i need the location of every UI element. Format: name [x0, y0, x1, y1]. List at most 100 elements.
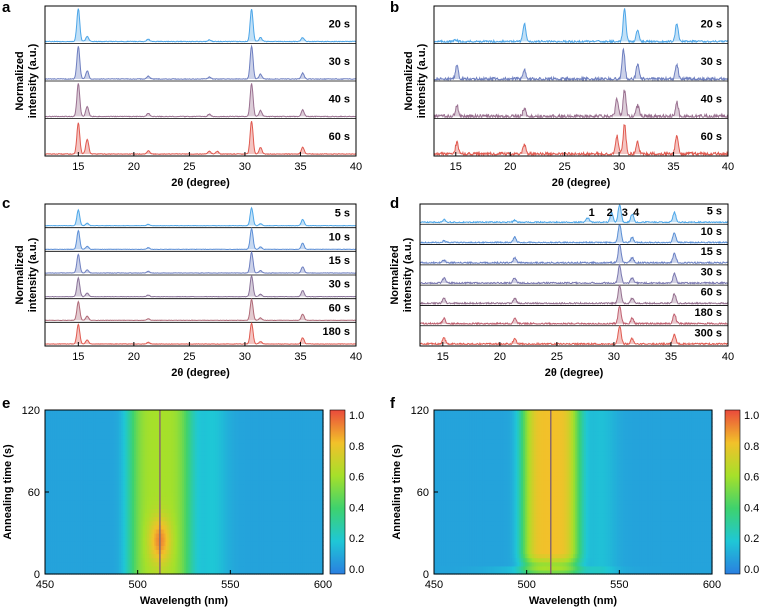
heat-cell	[132, 557, 135, 563]
peak-marker-2: 2	[607, 207, 613, 219]
heat-cell	[50, 528, 54, 534]
heat-cell	[67, 528, 70, 534]
heat-cell	[119, 492, 122, 497]
heat-cell	[106, 516, 109, 522]
heat-cell	[89, 569, 92, 575]
heat-cell	[96, 483, 100, 489]
heat-cell	[93, 557, 96, 563]
heat-cell	[45, 512, 48, 518]
heat-cell	[141, 553, 144, 559]
heat-cell	[100, 545, 104, 550]
heat-cell	[313, 496, 317, 501]
heat-cell	[213, 487, 217, 493]
heat-cell	[80, 537, 83, 542]
heat-cell	[252, 508, 256, 514]
heat-cell	[120, 541, 124, 546]
heat-cell	[172, 565, 176, 571]
heat-cell	[115, 528, 118, 534]
heat-cell	[154, 512, 157, 518]
heat-cell	[184, 512, 187, 518]
heat-cell	[235, 528, 239, 534]
heat-cell	[302, 569, 306, 575]
heat-cell	[124, 557, 128, 563]
heat-cell	[80, 524, 83, 530]
heat-cell	[74, 545, 78, 550]
heat-cell	[46, 541, 50, 546]
heat-cell	[171, 516, 174, 522]
heat-cell	[165, 537, 168, 542]
heat-cell	[306, 549, 309, 555]
heat-cell	[78, 528, 81, 534]
heat-cell	[245, 528, 248, 534]
heat-cell	[302, 549, 306, 555]
heat-cell	[269, 479, 272, 485]
heat-cell	[215, 504, 218, 509]
heat-cell	[308, 504, 311, 509]
heat-cell	[293, 533, 296, 538]
heat-cell	[91, 569, 94, 575]
heat-cell	[133, 565, 137, 571]
heat-cell	[284, 565, 287, 571]
heat-cell	[65, 537, 68, 542]
heat-cell	[280, 520, 283, 526]
heat-cell	[191, 483, 194, 489]
heat-cell	[154, 537, 157, 542]
heat-cell	[167, 508, 170, 514]
heat-cell	[154, 569, 157, 575]
heat-cell	[48, 553, 52, 559]
heat-cell	[184, 528, 187, 534]
heat-cell	[284, 537, 287, 542]
heat-cell	[185, 520, 189, 526]
heat-cell	[70, 492, 74, 497]
heat-cell	[156, 528, 159, 534]
heat-cell	[70, 512, 74, 518]
heat-cell	[72, 504, 76, 509]
heat-cell	[321, 479, 324, 485]
heat-cell	[200, 508, 204, 514]
heat-cell	[298, 565, 302, 571]
heat-cell	[70, 500, 74, 505]
heat-cell	[156, 504, 159, 509]
heat-cell	[80, 500, 83, 505]
heat-cell	[85, 520, 89, 526]
heat-cell	[313, 537, 317, 542]
heat-cell	[235, 561, 239, 567]
heat-cell	[228, 557, 231, 563]
heat-cell	[182, 496, 185, 501]
heat-cell	[191, 533, 194, 538]
heat-cell	[211, 516, 215, 522]
heat-cell	[145, 537, 148, 542]
heat-cell	[211, 483, 215, 489]
heat-cell	[120, 487, 124, 493]
heat-cell	[108, 508, 111, 514]
heat-cell	[100, 508, 104, 514]
heat-cell	[132, 508, 135, 514]
heat-cell	[180, 537, 183, 542]
heat-cell	[120, 483, 124, 489]
heat-cell	[295, 528, 298, 534]
heat-cell	[319, 537, 322, 542]
heat-cell	[226, 483, 230, 489]
heat-cell	[57, 533, 61, 538]
heat-cell	[256, 500, 259, 505]
heat-cell	[263, 479, 267, 485]
heat-cell	[182, 520, 185, 526]
heat-cell	[72, 557, 76, 563]
heat-cell	[65, 504, 68, 509]
heat-cell	[252, 524, 256, 530]
heat-cell	[193, 549, 196, 555]
heat-cell	[239, 541, 243, 546]
heat-cell	[61, 569, 65, 575]
heat-cell	[91, 524, 94, 530]
heat-cell	[67, 496, 70, 501]
heat-cell	[298, 487, 302, 493]
heat-cell	[319, 512, 322, 518]
heat-cell	[100, 483, 104, 489]
heat-cell	[137, 504, 141, 509]
heat-cell	[146, 533, 150, 538]
heat-cell	[59, 516, 63, 522]
heat-cell	[224, 569, 228, 575]
heat-cell	[311, 537, 315, 542]
heat-cell	[130, 479, 133, 485]
heat-cell	[154, 533, 157, 538]
